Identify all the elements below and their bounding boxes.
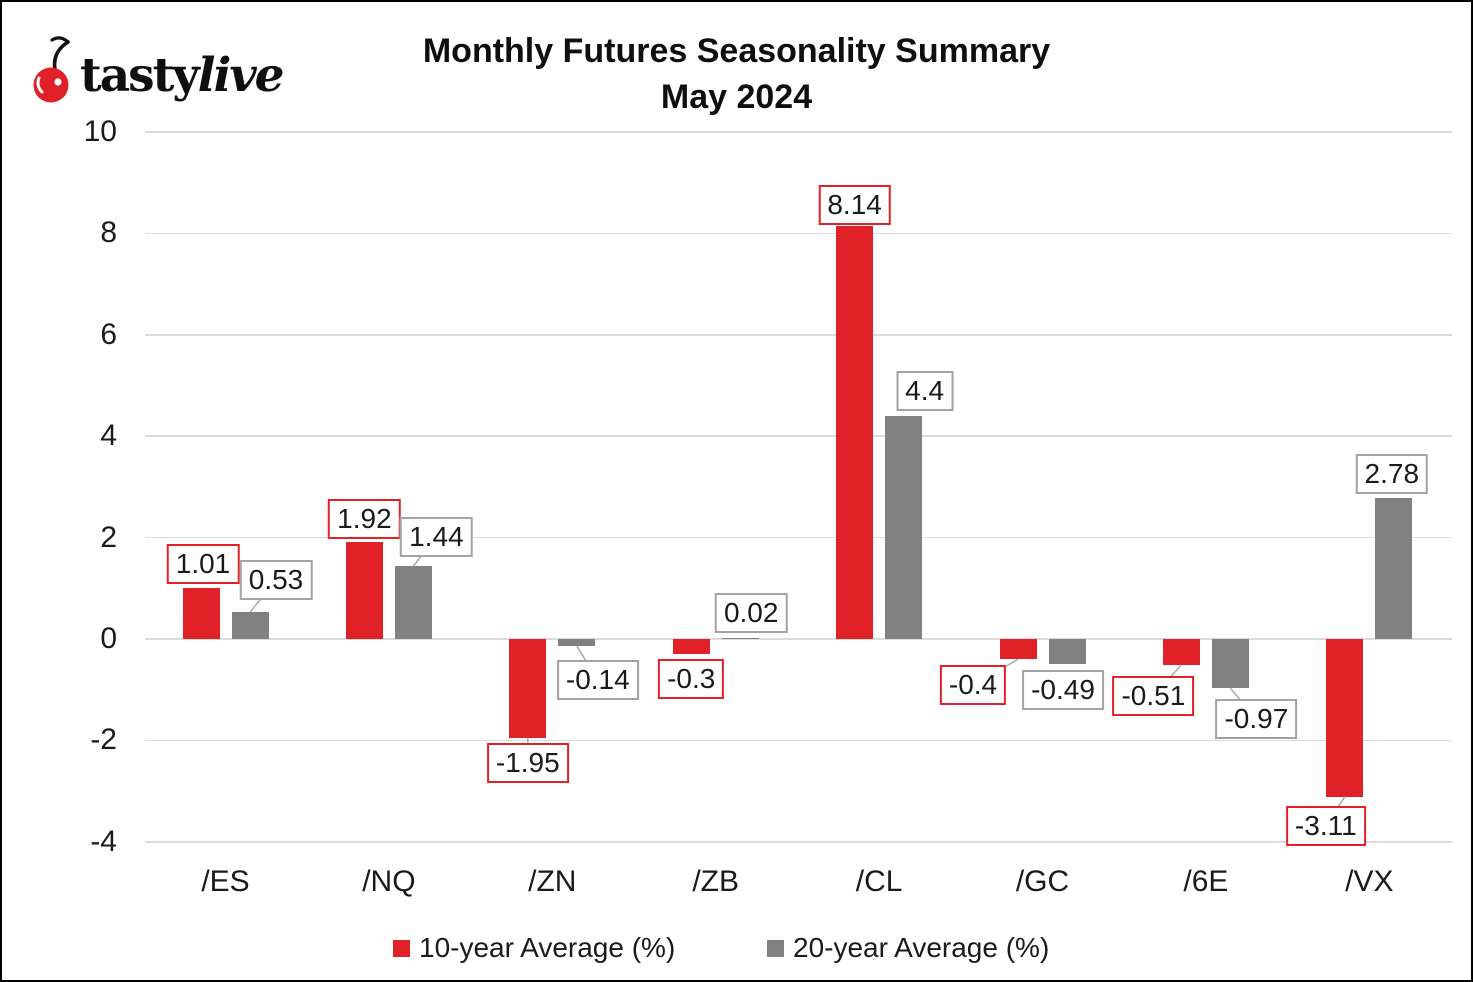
chart-title-line2: May 2024 (660, 78, 813, 116)
y-tick-label: -2 (90, 723, 117, 757)
x-axis-label-6E: /6E (1183, 865, 1229, 898)
bar-10yr-6E (1162, 639, 1200, 665)
bar-20yr-NQ (394, 565, 432, 639)
bar-20yr-ES (231, 612, 269, 639)
data-label-20yr-ES: 0.53 (239, 560, 313, 601)
x-axis-label-ZN: /ZN (528, 865, 577, 898)
data-label-20yr-6E: -0.97 (1215, 699, 1298, 740)
data-label-10yr-6E: -0.51 (1112, 675, 1195, 716)
y-tick-label: 0 (100, 622, 117, 655)
legend-item-10yr: 10-year Average (%) (393, 931, 675, 965)
data-label-10yr-ZB: -0.3 (658, 659, 725, 700)
cherry-icon (33, 36, 70, 103)
bar-10yr-CL (836, 226, 874, 639)
legend-item-20yr: 20-year Average (%) (767, 931, 1049, 965)
data-label-20yr-VX: 2.78 (1355, 454, 1429, 495)
x-axis-label-CL: /CL (855, 865, 903, 898)
data-label-10yr-CL: 8.14 (818, 185, 891, 226)
gridline-y4 (145, 435, 1452, 437)
bar-20yr-6E (1211, 639, 1249, 689)
y-tick-label: 2 (100, 520, 117, 554)
bar-20yr-GC (1048, 639, 1086, 664)
chart-title-line1: Monthly Futures Seasonality Summary (422, 32, 1051, 70)
data-label-10yr-VX: -3.11 (1285, 805, 1366, 846)
logo-text-live: live (197, 48, 285, 103)
tastylive-logo: tastylive (26, 32, 285, 110)
bar-10yr-ZN (509, 639, 547, 738)
bar-20yr-ZN (558, 639, 596, 647)
y-tick-label: -4 (90, 824, 117, 858)
data-label-20yr-ZB: 0.02 (714, 592, 788, 633)
data-label-20yr-CL: 4.4 (896, 370, 954, 411)
y-tick-label: 8 (100, 216, 117, 250)
legend-swatch-icon (767, 939, 784, 957)
gridline-y0 (145, 638, 1452, 640)
y-tick-label: 6 (100, 317, 117, 351)
gridline-y-4 (145, 841, 1452, 843)
logo-text-tasty: tasty (80, 48, 200, 103)
data-label-20yr-ZN: -0.14 (556, 660, 639, 701)
bar-10yr-GC (999, 639, 1037, 660)
bar-10yr-NQ (345, 541, 383, 639)
x-axis-label-VX: /VX (1345, 865, 1394, 898)
data-label-10yr-GC: -0.4 (939, 665, 1007, 706)
legend-swatch-icon (393, 939, 410, 957)
bar-20yr-VX (1375, 498, 1413, 639)
x-axis-label-ES: /ES (201, 865, 250, 898)
gridline-y8 (145, 232, 1452, 235)
bar-10yr-ZB (672, 639, 710, 655)
data-label-20yr-GC: -0.49 (1022, 669, 1104, 710)
gridline-y10 (145, 131, 1452, 133)
x-axis-label-ZB: /ZB (692, 865, 740, 898)
gridline-y-2 (145, 739, 1452, 742)
data-label-10yr-ZN: -1.95 (486, 742, 569, 783)
chart-title: Monthly Futures Seasonality Summary May … (2, 28, 1471, 120)
gridline-y6 (145, 334, 1452, 336)
data-label-10yr-ES: 1.01 (166, 543, 240, 584)
legend-label: 10-year Average (%) (419, 932, 676, 963)
bar-20yr-CL (885, 415, 923, 639)
bar-20yr-ZB (721, 637, 759, 640)
legend-label: 20-year Average (%) (793, 932, 1050, 963)
x-axis-label-NQ: /NQ (362, 865, 416, 898)
data-label-20yr-NQ: 1.44 (400, 516, 473, 557)
logo-wordmark: tastylive (80, 48, 285, 104)
y-tick-label: 10 (83, 115, 117, 148)
bar-10yr-VX (1326, 639, 1364, 797)
x-axis-label-GC: /GC (1015, 865, 1070, 898)
gridline-y2 (145, 536, 1452, 539)
data-label-10yr-NQ: 1.92 (328, 498, 401, 539)
y-tick-label: 4 (100, 419, 117, 453)
bar-10yr-ES (182, 587, 220, 639)
